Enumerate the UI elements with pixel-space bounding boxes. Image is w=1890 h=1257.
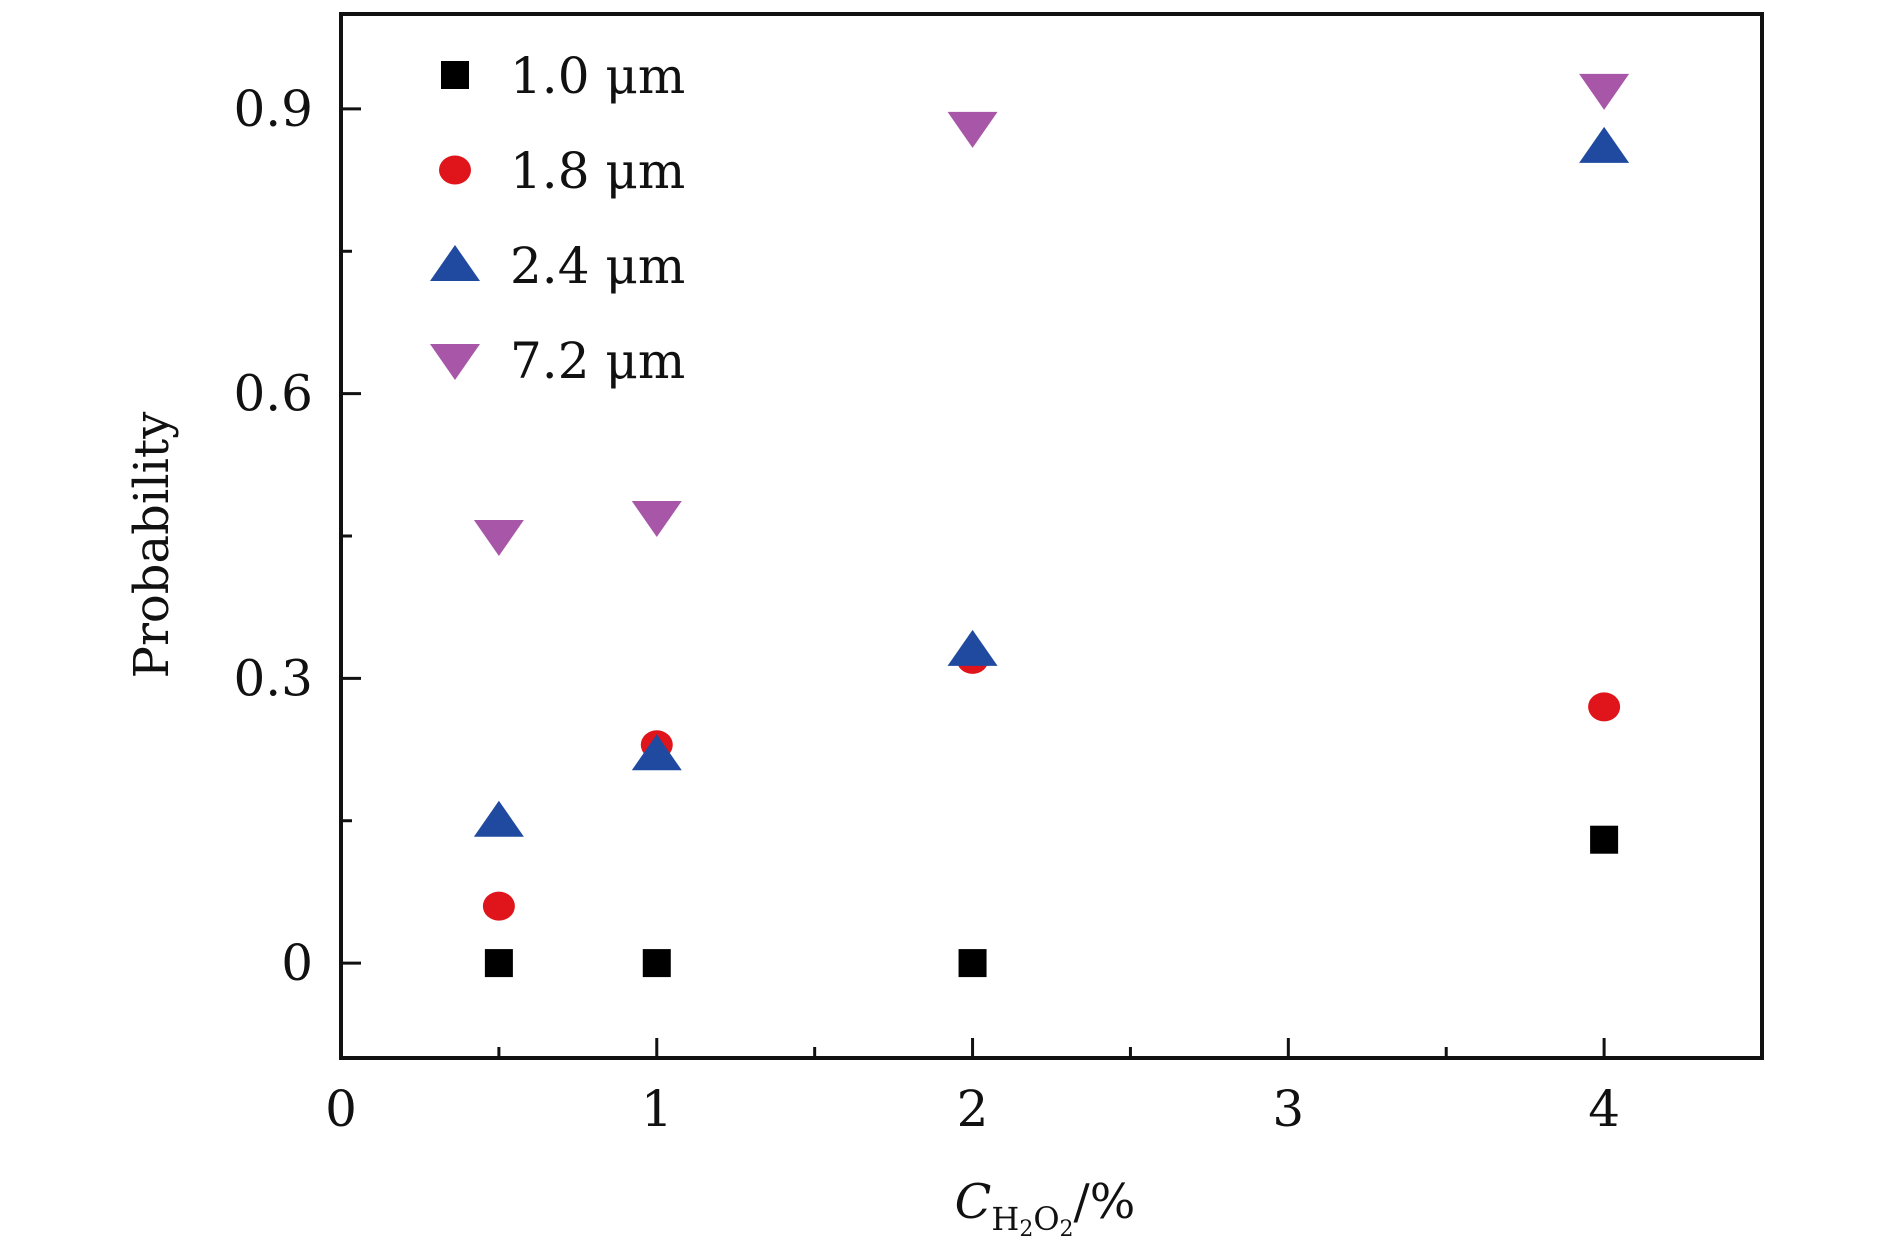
- y-axis-label: Probability: [124, 412, 180, 679]
- data-points: [473, 73, 1630, 978]
- data-point-series-4: [631, 501, 682, 538]
- x-axis-label-sub-2a: 2: [1019, 1217, 1033, 1242]
- x-axis-label-sub-h: H: [991, 1200, 1019, 1238]
- data-point-series-2: [482, 891, 515, 921]
- x-axis-label-main: C: [955, 1174, 992, 1230]
- x-tick-label: 1: [641, 1080, 673, 1138]
- data-point-series-3: [631, 734, 682, 771]
- legend-label-series-4: 7.2 μm: [510, 332, 685, 390]
- x-tick-label: 2: [957, 1080, 989, 1138]
- data-point-series-1: [484, 949, 513, 978]
- data-point-series-1: [642, 949, 671, 978]
- y-tick-label: 0: [281, 934, 313, 992]
- x-tick-label: 0: [325, 1080, 357, 1138]
- x-tick-label: 4: [1588, 1080, 1620, 1138]
- x-axis-label-sub-2b: 2: [1060, 1217, 1074, 1242]
- data-point-series-3: [947, 629, 998, 666]
- axis-ticks: [339, 107, 1606, 1058]
- data-point-series-1: [958, 949, 987, 978]
- legend-label-series-3: 2.4 μm: [510, 237, 685, 295]
- x-tick-label: 3: [1272, 1080, 1304, 1138]
- legend-marker-series-4: [430, 344, 480, 380]
- y-tick-label: 0.6: [233, 365, 313, 423]
- legend-label-series-1: 1.0 μm: [510, 47, 685, 105]
- x-axis-label-suffix: /%: [1074, 1174, 1136, 1230]
- legend-label-series-2: 1.8 μm: [510, 142, 685, 200]
- legend: 1.0 μm 1.8 μm 2.4 μm 7.2 μm: [430, 47, 685, 390]
- legend-marker-series-3: [430, 245, 480, 281]
- legend-marker-series-1: [441, 61, 469, 89]
- legend-marker-series-2: [439, 155, 471, 185]
- x-axis-label-sub-o: O: [1033, 1200, 1059, 1238]
- data-point-series-4: [1579, 73, 1630, 110]
- y-tick-label: 0.3: [233, 649, 313, 707]
- axis-tick-labels: 0 1 2 3 4 0 0.3 0.6 0.9: [233, 80, 1620, 1138]
- data-point-series-3: [1579, 126, 1630, 163]
- data-point-series-2: [1588, 692, 1621, 722]
- data-point-series-1: [1590, 825, 1619, 854]
- y-tick-label: 0.9: [233, 80, 313, 138]
- data-point-series-4: [473, 520, 524, 556]
- x-axis-label: CH2O2/%: [955, 1174, 1136, 1242]
- data-point-series-4: [947, 111, 998, 148]
- data-point-series-3: [473, 800, 524, 837]
